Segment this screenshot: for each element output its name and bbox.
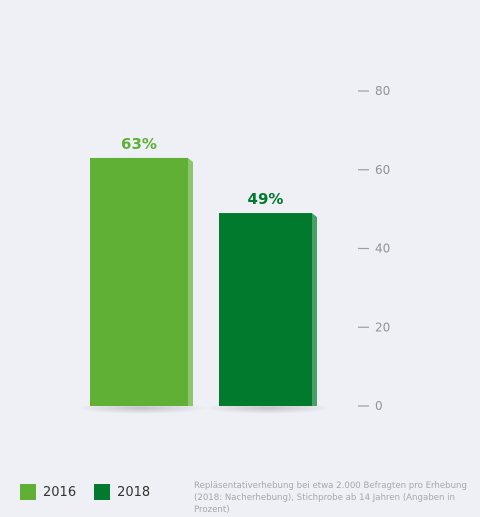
bar-2018: [219, 213, 312, 406]
y-tick-label-20: 20: [375, 320, 390, 334]
legend-swatch-2016: [20, 484, 36, 500]
y-tick-label-40: 40: [375, 242, 390, 256]
footnote: Repläsentativerhebung bei etwa 2.000 Bef…: [194, 480, 474, 516]
legend: 2016 2018: [20, 484, 168, 500]
footnote-line-1: Repläsentativerhebung bei etwa 2.000 Bef…: [194, 481, 467, 491]
y-tick-label-80: 80: [375, 84, 390, 98]
legend-item-2018: 2018: [94, 484, 150, 500]
y-tick-label-0: 0: [375, 399, 383, 413]
legend-label-2016: 2016: [43, 484, 77, 500]
y-tick-label-60: 60: [375, 163, 390, 177]
data-label-2016: 63%: [121, 135, 157, 153]
bar-2016: [90, 157, 188, 406]
legend-item-2016: 2016: [20, 484, 76, 500]
bar-edge-2016: [188, 157, 193, 406]
legend-swatch-2018: [94, 484, 111, 500]
footnote-line-2: (2018: Nacherhebung), Stichprobe ab 14 J…: [194, 493, 455, 515]
legend-label-2018: 2018: [117, 484, 151, 500]
bar-edge-2018: [312, 213, 317, 406]
data-label-2018: 49%: [248, 190, 284, 208]
